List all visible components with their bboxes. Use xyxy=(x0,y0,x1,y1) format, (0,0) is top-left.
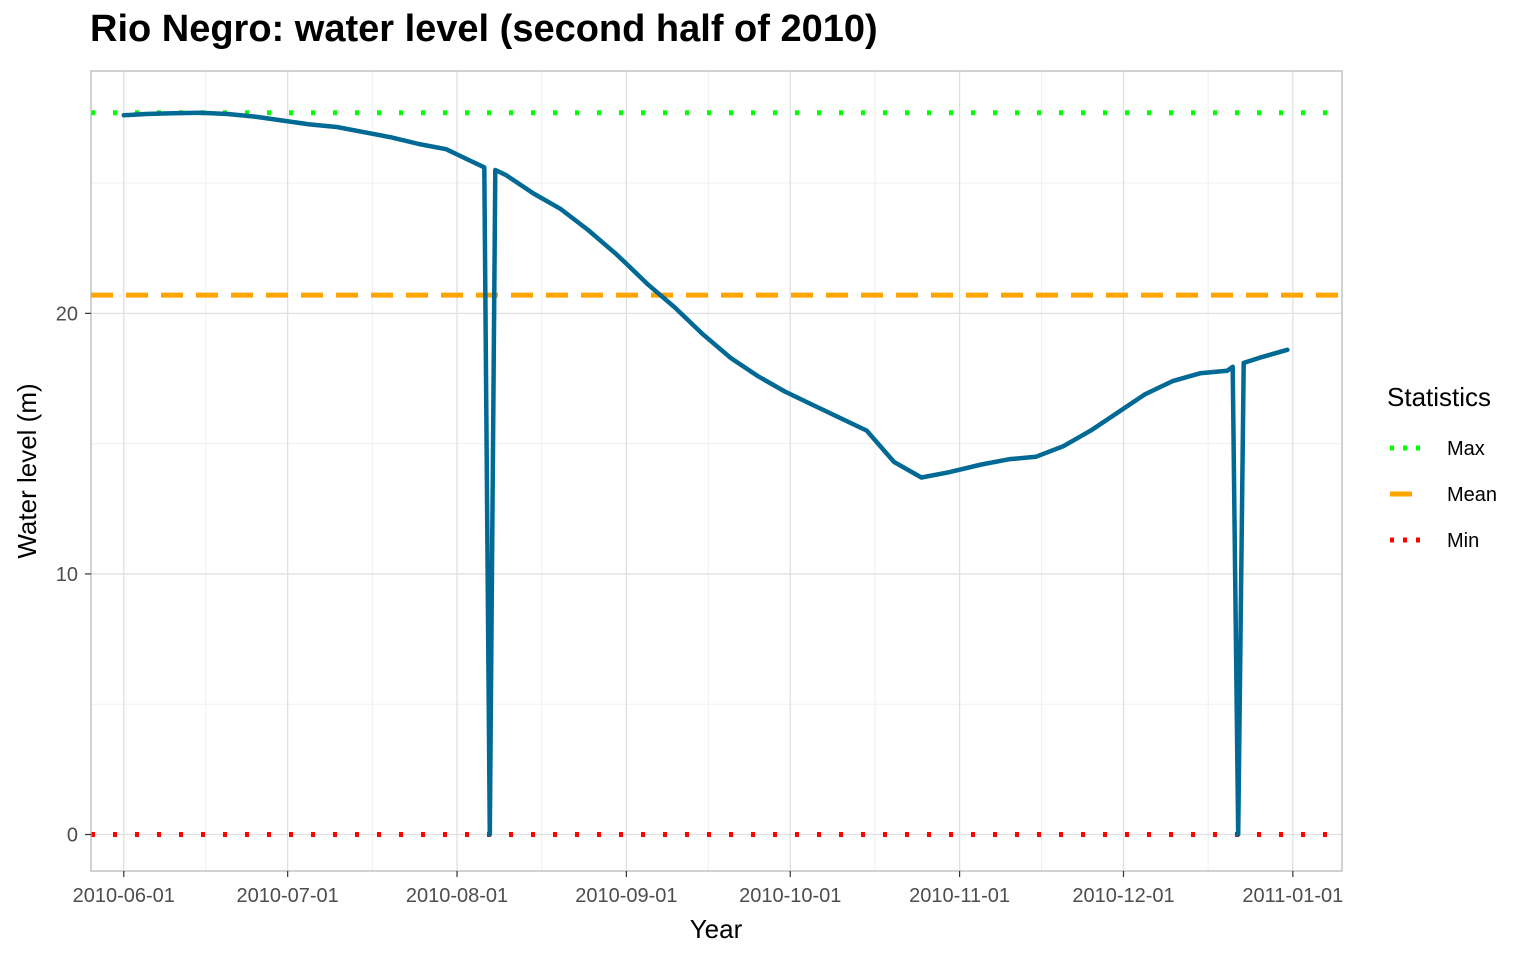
x-tick-label: 2010-12-01 xyxy=(1072,885,1174,907)
x-tick-label: 2010-08-01 xyxy=(406,885,508,907)
x-tick-label: 2010-10-01 xyxy=(739,885,841,907)
panel-border xyxy=(90,70,1343,872)
x-tick-label: 2010-09-01 xyxy=(575,885,677,907)
x-tick-label: 2010-06-01 xyxy=(73,885,175,907)
chart-title: Rio Negro: water level (second half of 2… xyxy=(90,8,878,50)
x-tick-label: 2010-07-01 xyxy=(237,885,339,907)
x-axis-title: Year xyxy=(690,914,743,944)
y-tick-label: 20 xyxy=(56,303,78,325)
y-axis-title: Water level (m) xyxy=(12,383,42,558)
y-axis: 0 10 20 xyxy=(56,303,91,847)
y-tick-label: 10 xyxy=(56,564,78,586)
grid xyxy=(91,71,1342,871)
legend-title: Statistics xyxy=(1387,382,1491,412)
legend-label-min: Min xyxy=(1447,530,1479,552)
legend-label-max: Max xyxy=(1447,438,1485,460)
panel-background xyxy=(91,71,1342,871)
series-line-water-level xyxy=(121,110,1290,837)
x-tick-label: 2010-11-01 xyxy=(909,885,1010,907)
x-axis: 2010-06-01 2010-07-01 2010-08-01 2010-09-01… xyxy=(73,871,1343,907)
x-tick-label: 2011-01-01 xyxy=(1242,885,1343,907)
y-tick-label: 0 xyxy=(67,825,78,847)
legend: Statistics Max Mean Min xyxy=(1387,382,1497,552)
series-layer xyxy=(121,110,1290,837)
legend-label-mean: Mean xyxy=(1447,484,1497,506)
